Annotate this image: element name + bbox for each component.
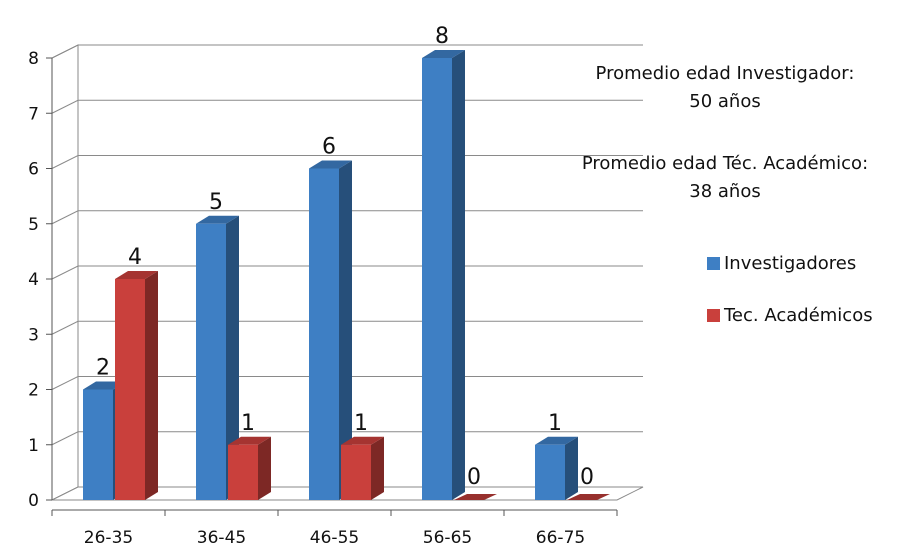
y-tick-label: 5 (28, 215, 39, 235)
x-tick-label-36-45: 36-45 (197, 528, 246, 548)
y-tick-label: 0 (28, 491, 39, 511)
annotation-tec-academico-line1: Promedio edad Téc. Académico: (581, 153, 869, 174)
data-label-investigadores-26-35: 2 (96, 356, 110, 381)
annotation-tec-academico: Promedio edad Téc. Académico: 38 años (545, 150, 905, 206)
y-tick-label: 4 (28, 270, 39, 290)
annotation-investigador-line2: 50 años (689, 91, 761, 112)
legend-item-investigadores[interactable]: Investigadores (707, 250, 873, 276)
legend-item-tec-academicos[interactable]: Tec. Académicos (707, 302, 873, 328)
bar-tec-academicos-36-45 (228, 436, 271, 500)
legend-swatch-tec-academicos (707, 308, 720, 322)
y-tick-label: 6 (28, 160, 39, 180)
data-label-investigadores-66-75: 1 (548, 411, 562, 436)
y-tick-label: 3 (28, 325, 39, 345)
x-tick-label-56-65: 56-65 (423, 528, 472, 548)
annotation-investigador-line1: Promedio edad Investigador: (595, 63, 855, 84)
annotation-tec-academico-line2: 38 años (689, 181, 761, 202)
y-tick-label: 1 (28, 436, 39, 456)
annotation-investigador: Promedio edad Investigador: 50 años (545, 60, 905, 116)
bar-investigadores-46-55 (309, 160, 352, 500)
data-label-tec-academicos-66-75: 0 (580, 465, 594, 490)
bar-investigadores-36-45 (196, 215, 239, 500)
x-tick-label-66-75: 66-75 (536, 528, 585, 548)
y-tick-label: 7 (28, 104, 39, 124)
legend-label-investigadores: Investigadores (724, 252, 857, 274)
x-tick-label-26-35: 26-35 (84, 528, 133, 548)
bar-tec-academicos-46-55 (341, 436, 384, 500)
legend-label-tec-academicos: Tec. Académicos (724, 304, 873, 326)
legend-swatch-investigadores (707, 256, 720, 270)
x-tick-label-46-55: 46-55 (310, 528, 359, 548)
bar-investigadores-66-75 (535, 436, 578, 500)
bar-tec-academicos-66-75 (567, 494, 610, 500)
data-label-investigadores-46-55: 6 (322, 135, 336, 160)
legend: Investigadores Tec. Académicos (707, 250, 873, 354)
bar-tec-academicos-56-65 (454, 494, 497, 500)
data-label-tec-academicos-56-65: 0 (467, 465, 481, 490)
data-label-tec-academicos-36-45: 1 (241, 411, 255, 436)
bar-investigadores-56-65 (422, 50, 465, 500)
data-label-investigadores-36-45: 5 (209, 190, 223, 215)
y-tick-label: 2 (28, 381, 39, 401)
gridline (51, 44, 643, 59)
data-label-tec-academicos-46-55: 1 (354, 411, 368, 436)
bar-tec-academicos-26-35 (115, 271, 158, 500)
y-tick-label: 8 (28, 49, 39, 69)
data-label-investigadores-56-65: 8 (435, 24, 449, 49)
data-label-tec-academicos-26-35: 4 (128, 245, 142, 270)
